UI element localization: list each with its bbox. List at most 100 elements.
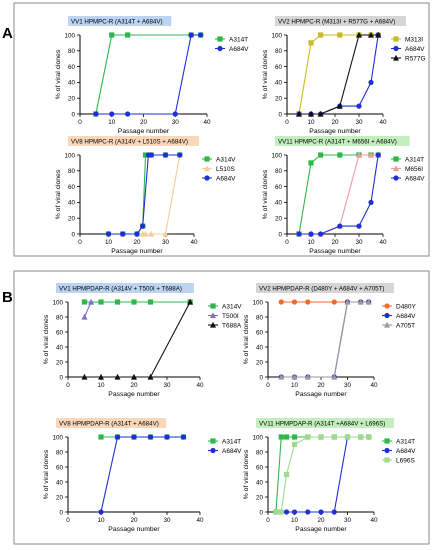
- series-line: [275, 436, 369, 513]
- series-line: [95, 34, 201, 115]
- data-point: [147, 299, 154, 305]
- data-point: [304, 373, 311, 380]
- data-point: [318, 32, 324, 38]
- data-point: [308, 110, 314, 117]
- data-point: [357, 298, 364, 305]
- y-tick-label: 80: [56, 314, 64, 321]
- data-point: [125, 111, 131, 117]
- y-tick-label: 60: [68, 64, 76, 71]
- chart-title: VV1 HPMPC-R (A314T + A684V): [71, 19, 163, 26]
- legend-label: R577G: [405, 55, 426, 62]
- series-a314t: [93, 32, 204, 117]
- y-tick-label: 60: [68, 184, 76, 191]
- chart-7: VV8 HPMPDAP-R (A314T + A684V) 0 20 40 60 80 10…: [43, 418, 242, 533]
- chart-6: VV2 HPMPDAP-R (D480Y + A684V + A705T) 0 20…: [243, 283, 417, 398]
- legend-label: A684V: [396, 313, 416, 320]
- data-point: [356, 103, 362, 109]
- data-point: [331, 509, 337, 515]
- x-tick-label: 20: [331, 239, 339, 246]
- legend-marker: [210, 312, 216, 319]
- chart-title: VV2 HPMPDAP-R (D480Y + A684V + A705T): [259, 286, 384, 293]
- x-tick-label: 10: [291, 382, 299, 389]
- x-tick-label: 30: [172, 119, 180, 126]
- legend-label: A705T: [396, 322, 415, 329]
- data-point: [337, 152, 343, 158]
- legend-marker: [217, 36, 223, 42]
- x-tick-label: 40: [203, 119, 211, 126]
- data-point: [187, 298, 194, 305]
- data-point: [164, 434, 170, 440]
- series-line: [275, 436, 369, 513]
- data-point: [336, 102, 343, 109]
- y-tick-label: 40: [256, 344, 264, 351]
- data-point: [131, 373, 137, 380]
- data-point: [172, 111, 178, 117]
- x-axis-label: Passage number: [111, 248, 163, 255]
- data-point: [273, 509, 279, 515]
- data-point: [125, 32, 131, 38]
- data-point: [278, 373, 285, 380]
- legend-label: A684V: [229, 46, 249, 53]
- y-tick-label: 0: [259, 509, 263, 516]
- y-tick-label: 0: [278, 111, 282, 118]
- x-tick-label: 10: [108, 119, 116, 126]
- y-tick-label: 80: [275, 168, 283, 175]
- data-point: [291, 373, 298, 380]
- series-line: [298, 34, 379, 115]
- y-tick-label: 100: [64, 32, 75, 39]
- y-tick-label: 20: [256, 494, 264, 501]
- chart-4: VV11 HPMPC-R (A314T + M656I + A684V) 0 20 4…: [262, 136, 425, 255]
- x-axis-label: Passage number: [108, 526, 160, 533]
- data-point: [291, 509, 298, 515]
- legend-marker: [204, 165, 210, 172]
- chart-title: VV11 HPMPDAP-R (A314T +A684V + L696S): [259, 421, 385, 428]
- data-point: [344, 298, 351, 305]
- legend-label: A684V: [405, 175, 425, 182]
- data-point: [283, 471, 290, 478]
- y-tick-label: 60: [275, 184, 283, 191]
- y-tick-label: 20: [68, 96, 76, 103]
- data-point: [331, 434, 337, 440]
- legend-label: A684V: [405, 46, 425, 53]
- data-point: [317, 110, 324, 117]
- legend-marker: [384, 303, 390, 309]
- series-line: [281, 301, 369, 378]
- legend-label: A684V: [222, 448, 242, 455]
- x-tick-label: 20: [133, 239, 141, 246]
- series-a684v: [93, 32, 204, 117]
- data-point: [308, 40, 314, 46]
- legend-marker: [384, 438, 390, 444]
- x-tick-label: 20: [140, 119, 148, 126]
- x-tick-label: 20: [317, 382, 325, 389]
- series-t688a: [81, 298, 194, 380]
- legend-label: A314V: [216, 156, 236, 163]
- legend-label: M313I: [405, 36, 423, 43]
- y-tick-label: 100: [52, 434, 63, 441]
- data-point: [105, 231, 112, 237]
- y-tick-label: 60: [275, 64, 283, 71]
- x-tick-label: 10: [307, 239, 315, 246]
- data-point: [331, 299, 337, 305]
- data-point: [368, 31, 374, 38]
- data-point: [308, 160, 314, 166]
- series-line: [281, 301, 369, 378]
- x-tick-label: 0: [66, 382, 70, 389]
- data-point: [368, 151, 374, 158]
- legend-marker: [210, 321, 216, 328]
- series-line: [84, 301, 191, 378]
- data-point: [308, 231, 314, 237]
- data-point: [344, 434, 351, 440]
- chart-title: VV8 HPMPC-R (A314V + L510S + A684V): [71, 139, 188, 146]
- data-point: [81, 373, 88, 380]
- data-point: [81, 299, 88, 305]
- data-point: [318, 509, 324, 515]
- x-tick-label: 40: [196, 517, 204, 524]
- y-tick-label: 20: [275, 216, 283, 223]
- series-line: [95, 34, 201, 115]
- data-point: [81, 313, 88, 320]
- data-point: [140, 223, 146, 229]
- panel-b-frame: [13, 270, 430, 545]
- data-point: [291, 434, 298, 440]
- y-tick-label: 60: [56, 464, 64, 471]
- chart-8: VV11 HPMPDAP-R (A314T +A684V + L696S) 0 20…: [243, 418, 416, 533]
